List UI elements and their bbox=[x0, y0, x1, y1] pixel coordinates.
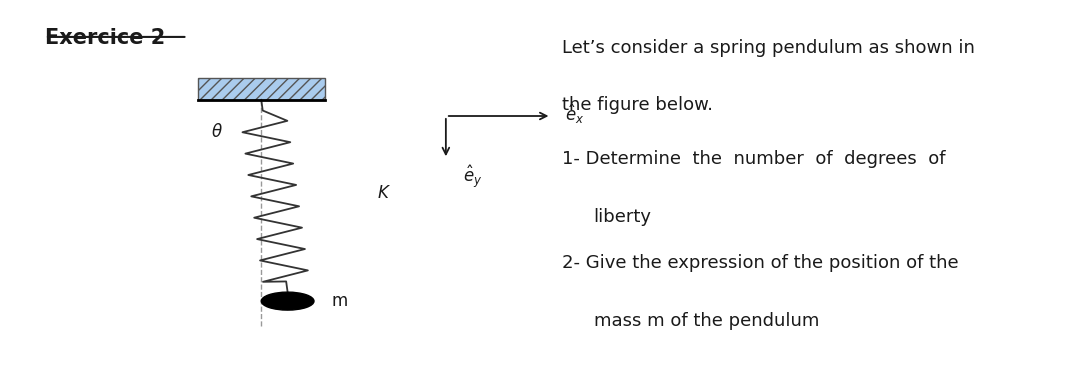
Text: liberty: liberty bbox=[594, 208, 651, 226]
Circle shape bbox=[261, 292, 314, 310]
Text: mass m of the pendulum: mass m of the pendulum bbox=[594, 312, 819, 330]
Text: $\hat{e}_y$: $\hat{e}_y$ bbox=[462, 163, 482, 189]
Text: Exercice 2: Exercice 2 bbox=[45, 28, 165, 48]
Text: 2- Give the expression of the position of the: 2- Give the expression of the position o… bbox=[562, 254, 959, 272]
Text: K: K bbox=[377, 184, 388, 202]
Bar bbox=[198, 78, 325, 100]
Text: $\theta$: $\theta$ bbox=[211, 123, 222, 141]
Text: the figure below.: the figure below. bbox=[562, 96, 713, 114]
Text: Let’s consider a spring pendulum as shown in: Let’s consider a spring pendulum as show… bbox=[562, 39, 975, 57]
Text: $\hat{e}_x$: $\hat{e}_x$ bbox=[565, 103, 584, 126]
Text: m: m bbox=[332, 292, 348, 310]
Text: 1- Determine  the  number  of  degrees  of: 1- Determine the number of degrees of bbox=[562, 150, 945, 168]
